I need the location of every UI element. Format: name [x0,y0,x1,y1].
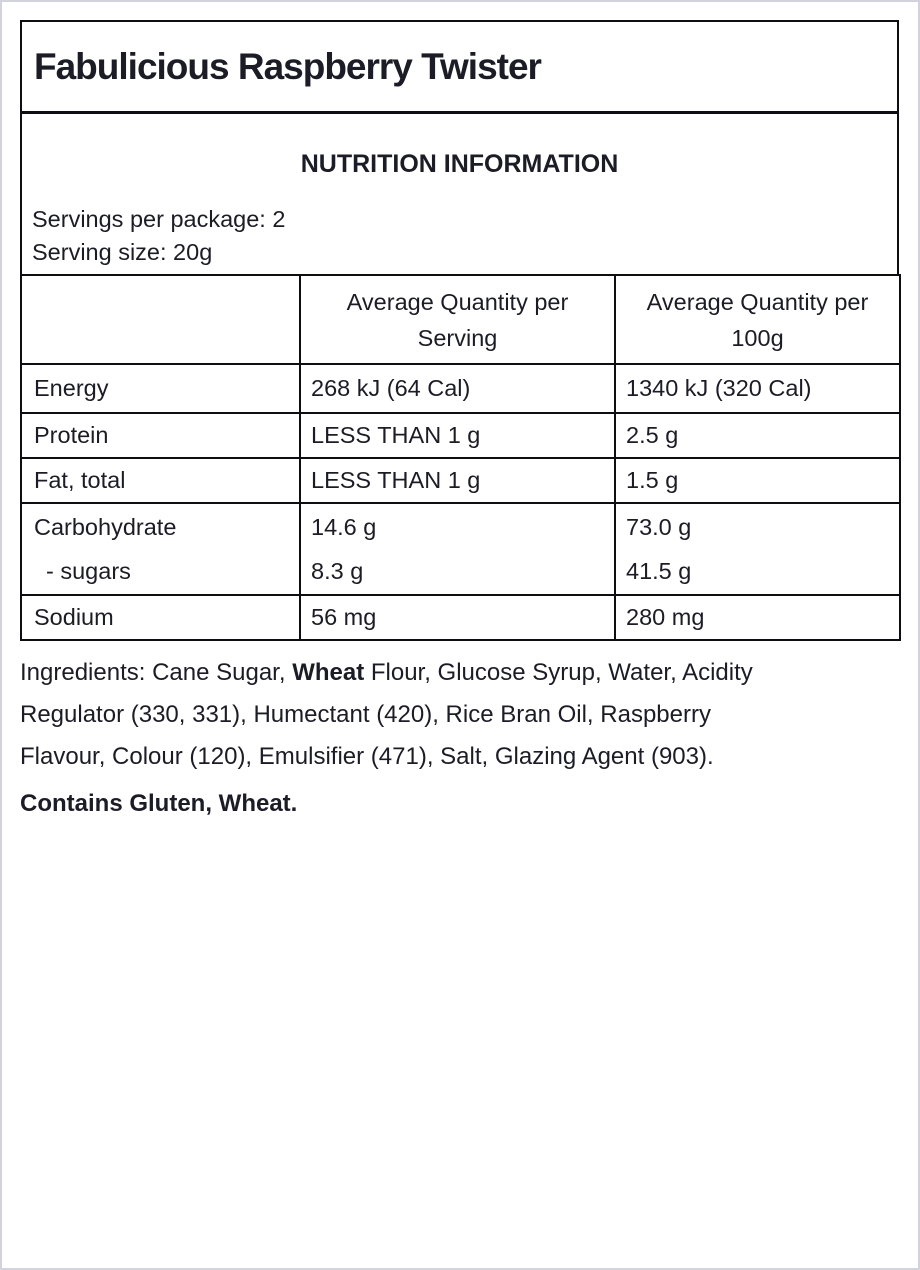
table-header-row: Average Quantity per Serving Average Qua… [20,274,901,365]
row-label: Fat, total [20,457,301,504]
product-title-box: Fabulicious Raspberry Twister [20,20,899,114]
row-value-100g: 73.0 g [626,514,692,540]
servings-block: Servings per package: 2 Serving size: 20… [22,203,897,269]
row-label: Carbohydrate [34,514,177,540]
ingredients-paragraph: Ingredients: Cane Sugar, Wheat Flour, Gl… [20,652,899,778]
ingredients-line: Regulator (330, 331), Humectant (420), R… [20,701,711,728]
table-row-fat: Fat, total LESS THAN 1 g 1.5 g [20,457,901,504]
row-sublabel-sugars: - sugars [46,558,131,584]
row-value-serving: 14.6 g [311,514,377,540]
row-value-100g: 1.5 g [614,457,901,504]
row-label: Protein [20,412,301,459]
servings-per-package: Servings per package: 2 [32,206,286,232]
table-row-protein: Protein LESS THAN 1 g 2.5 g [20,412,901,459]
table-row-energy: Energy 268 kJ (64 Cal) 1340 kJ (320 Cal) [20,363,901,414]
serving-size: Serving size: 20g [32,239,213,265]
row-subvalue-serving: 8.3 g [311,558,364,584]
product-title: Fabulicious Raspberry Twister [34,45,542,87]
row-value-100g: 2.5 g [614,412,901,459]
nutrition-info-panel: NUTRITION INFORMATION Servings per packa… [20,114,899,274]
header-per-100g: Average Quantity per 100g [614,274,901,365]
header-nutrient [20,274,301,365]
row-value-serving: LESS THAN 1 g [299,457,616,504]
table-row-sodium: Sodium 56 mg 280 mg [20,594,901,641]
header-per-serving: Average Quantity per Serving [299,274,616,365]
nutrition-table: Average Quantity per Serving Average Qua… [20,274,901,641]
table-row-carbohydrate: Carbohydrate - sugars 14.6 g 8.3 g 73.0 … [20,502,901,596]
ingredients-line: Flavour, Colour (120), Emulsifier (471),… [20,743,714,770]
row-label: Sodium [20,594,301,641]
ingredients-line: Ingredients: Cane Sugar, Wheat Flour, Gl… [20,659,753,686]
row-value-serving: 56 mg [299,594,616,641]
row-value-100g: 1340 kJ (320 Cal) [614,363,901,414]
allergen-statement: Contains Gluten, Wheat. [20,790,298,817]
row-subvalue-100g: 41.5 g [626,558,692,584]
row-value-serving: LESS THAN 1 g [299,412,616,459]
row-label: Energy [20,363,301,414]
label-container: Fabulicious Raspberry Twister NUTRITION … [20,20,901,825]
row-value-100g: 280 mg [614,594,901,641]
row-value-serving: 268 kJ (64 Cal) [299,363,616,414]
nutrition-info-heading: NUTRITION INFORMATION [300,150,619,178]
